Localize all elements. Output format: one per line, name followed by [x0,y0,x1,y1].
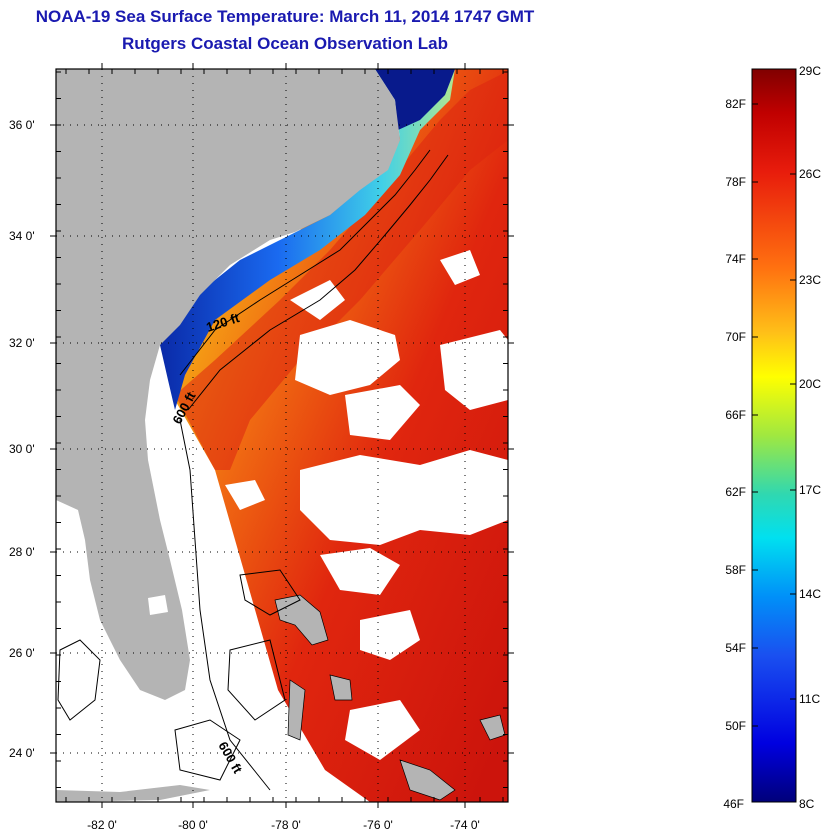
cold-shelf-water [160,69,455,410]
warm-water-area [160,69,508,802]
fahrenheit-label: 46F [723,797,744,811]
map-subtitle: Rutgers Coastal Ocean Observation Lab [122,34,448,53]
lon-label: -78 0' [271,818,301,832]
longitude-labels: -82 0' -80 0' -78 0' -76 0' -74 0' [87,818,480,832]
fahrenheit-label: 82F [725,97,746,111]
lon-label: -74 0' [450,818,480,832]
celsius-label: 8C [799,797,815,811]
fahrenheit-label: 78F [725,175,746,189]
lake-okeechobee [148,595,168,615]
celsius-label: 29C [799,64,821,78]
fahrenheit-label: 50F [725,719,746,733]
lat-label: 26 0' [9,646,35,660]
fahrenheit-label: 54F [725,641,746,655]
lon-label: -80 0' [178,818,208,832]
lat-label: 28 0' [9,545,35,559]
latitude-labels: 36 0' 34 0' 32 0' 30 0' 28 0' 26 0' 24 0… [9,118,35,760]
lat-label: 30 0' [9,442,35,456]
celsius-label: 11C [799,692,820,706]
lon-label: -76 0' [363,818,393,832]
lat-label: 32 0' [9,336,35,350]
fahrenheit-label: 58F [725,563,746,577]
fahrenheit-label: 70F [725,330,746,344]
gulf-stream-band [175,69,508,470]
land-mass [56,69,400,700]
bathymetry-contours [57,149,449,791]
fahrenheit-label: 62F [725,485,746,499]
celsius-label: 20C [799,377,821,391]
cloud-patches [225,250,508,760]
fahrenheit-label: 66F [725,408,746,422]
celsius-label: 26C [799,167,821,181]
fahrenheit-label: 74F [725,252,746,266]
colorbar-celsius-labels: 29C 26C 23C 20C 17C 14C 11C 8C [799,64,821,811]
map-title: NOAA-19 Sea Surface Temperature: March 1… [35,7,535,26]
bahamas-islands [274,594,506,801]
lat-label: 34 0' [9,229,35,243]
celsius-label: 14C [799,587,821,601]
colorbar-fahrenheit-labels: 82F 78F 74F 70F 66F 62F 58F 54F 50F 46F [723,97,746,811]
lon-label: -82 0' [87,818,117,832]
map-frame [55,68,509,803]
colorbar-ticks [752,103,796,727]
celsius-label: 23C [799,273,821,287]
colorbar [751,68,797,803]
celsius-label: 17C [799,483,821,497]
axis-ticks [50,63,514,808]
lat-label: 36 0' [9,118,35,132]
cold-sound-water [375,69,455,130]
cuba-coast [56,785,210,802]
lat-label: 24 0' [9,746,35,760]
